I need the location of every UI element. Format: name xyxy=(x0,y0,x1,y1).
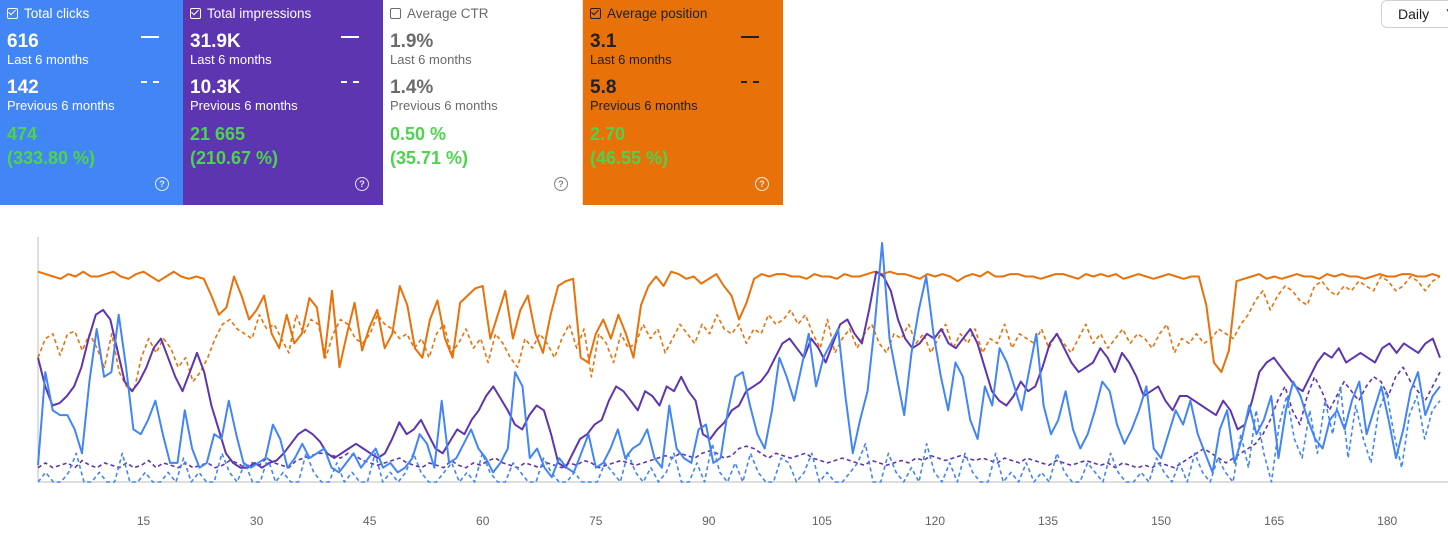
solid-line-legend-icon xyxy=(741,36,759,38)
series-line-average-position[interactable] xyxy=(37,270,1441,374)
metric-delta-value: 0.50 % xyxy=(390,124,447,144)
metric-label: Total clicks xyxy=(24,5,90,21)
metric-delta: 0.50 % (35.71 %) xyxy=(390,122,575,170)
chevron-down-icon: ▼ xyxy=(1444,5,1448,19)
checkbox-icon[interactable] xyxy=(590,7,601,19)
x-tick-label: 60 xyxy=(476,514,490,528)
x-tick-label: 30 xyxy=(250,514,264,528)
granularity-dropdown[interactable]: Daily ▼ xyxy=(1381,0,1448,28)
metric-card-average-position[interactable]: Average position 3.1 Last 6 months 5.8 P… xyxy=(583,0,783,205)
chart-x-axis-ticks: 15 30 45 60 75 90 105 120 135 150 165 180 xyxy=(137,514,1398,528)
chart-series xyxy=(37,242,1441,483)
chart-axes xyxy=(37,237,1448,483)
metric-previous-period: Previous 6 months xyxy=(590,98,698,113)
x-tick-label: 90 xyxy=(702,514,716,528)
series-line-average-position-previous[interactable] xyxy=(37,275,1441,392)
metric-current-period: Last 6 months xyxy=(590,52,672,67)
metric-label: Total impressions xyxy=(207,5,312,21)
metric-delta-percent: (333.80 %) xyxy=(7,148,96,168)
help-circle-icon[interactable]: ? xyxy=(755,177,769,191)
metric-card-average-ctr[interactable]: Average CTR 1.9% Last 6 months 1.4% Prev… xyxy=(383,0,583,205)
metric-card-total-clicks[interactable]: Total clicks 616 Last 6 months 142 Previ… xyxy=(0,0,183,205)
solid-line-legend-icon xyxy=(141,36,159,38)
checkbox-icon[interactable] xyxy=(190,7,201,19)
metric-delta-value: 2.70 xyxy=(590,124,626,144)
x-tick-label: 135 xyxy=(1038,514,1058,528)
metric-current-value: 1.9% xyxy=(390,31,434,52)
metric-previous-period: Previous 6 months xyxy=(7,98,115,113)
series-line-total-impressions[interactable] xyxy=(37,270,1441,469)
metric-current-period: Last 6 months xyxy=(7,52,89,67)
metric-previous-value: 5.8 xyxy=(590,77,617,98)
metric-delta-percent: (46.55 %) xyxy=(590,148,669,168)
metric-current-period: Last 6 months xyxy=(390,52,472,67)
series-line-total-clicks-previous[interactable] xyxy=(37,385,1441,483)
metric-delta: 474 (333.80 %) xyxy=(7,122,176,170)
checkbox-icon[interactable] xyxy=(7,7,18,19)
metric-card-total-impressions[interactable]: Total impressions 31.9K Last 6 months 10… xyxy=(183,0,383,205)
x-tick-label: 165 xyxy=(1264,514,1284,528)
metric-current-value: 3.1 xyxy=(590,31,617,52)
metric-cards: Total clicks 616 Last 6 months 142 Previ… xyxy=(0,0,783,205)
x-tick-label: 45 xyxy=(363,514,377,528)
metric-delta-percent: (210.67 %) xyxy=(190,148,279,168)
metric-delta: 21 665 (210.67 %) xyxy=(190,122,376,170)
x-tick-label: 15 xyxy=(137,514,151,528)
dashed-line-legend-icon xyxy=(141,81,159,83)
series-line-total-impressions-previous[interactable] xyxy=(37,366,1441,469)
metric-previous-period: Previous 6 months xyxy=(190,98,298,113)
metric-label: Average CTR xyxy=(407,5,489,21)
dashed-line-legend-icon xyxy=(741,81,759,83)
solid-line-legend-icon xyxy=(341,36,359,38)
performance-line-chart: 15 30 45 60 75 90 105 120 135 150 165 180 xyxy=(37,237,1448,528)
x-tick-label: 120 xyxy=(925,514,945,528)
help-circle-icon[interactable]: ? xyxy=(155,177,169,191)
metric-previous-value: 1.4% xyxy=(390,77,434,98)
metric-current-value: 31.9K xyxy=(190,31,241,52)
x-tick-label: 180 xyxy=(1377,514,1397,528)
metric-current-period: Last 6 months xyxy=(190,52,272,67)
metric-previous-value: 10.3K xyxy=(190,77,241,98)
help-circle-icon[interactable]: ? xyxy=(554,177,568,191)
metric-delta: 2.70 (46.55 %) xyxy=(590,122,776,170)
checkbox-icon[interactable] xyxy=(390,7,401,19)
metric-previous-period: Previous 6 months xyxy=(390,98,498,113)
series-line-total-clicks[interactable] xyxy=(37,242,1441,479)
metric-previous-value: 142 xyxy=(7,77,39,98)
metric-label: Average position xyxy=(607,5,708,21)
x-tick-label: 150 xyxy=(1151,514,1171,528)
metric-delta-value: 21 665 xyxy=(190,124,246,144)
help-circle-icon[interactable]: ? xyxy=(355,177,369,191)
granularity-label: Daily xyxy=(1398,6,1430,22)
dashed-line-legend-icon xyxy=(341,81,359,83)
x-tick-label: 105 xyxy=(812,514,832,528)
metric-delta-percent: (35.71 %) xyxy=(390,148,469,168)
x-tick-label: 75 xyxy=(589,514,603,528)
metric-delta-value: 474 xyxy=(7,124,38,144)
metric-current-value: 616 xyxy=(7,31,39,52)
